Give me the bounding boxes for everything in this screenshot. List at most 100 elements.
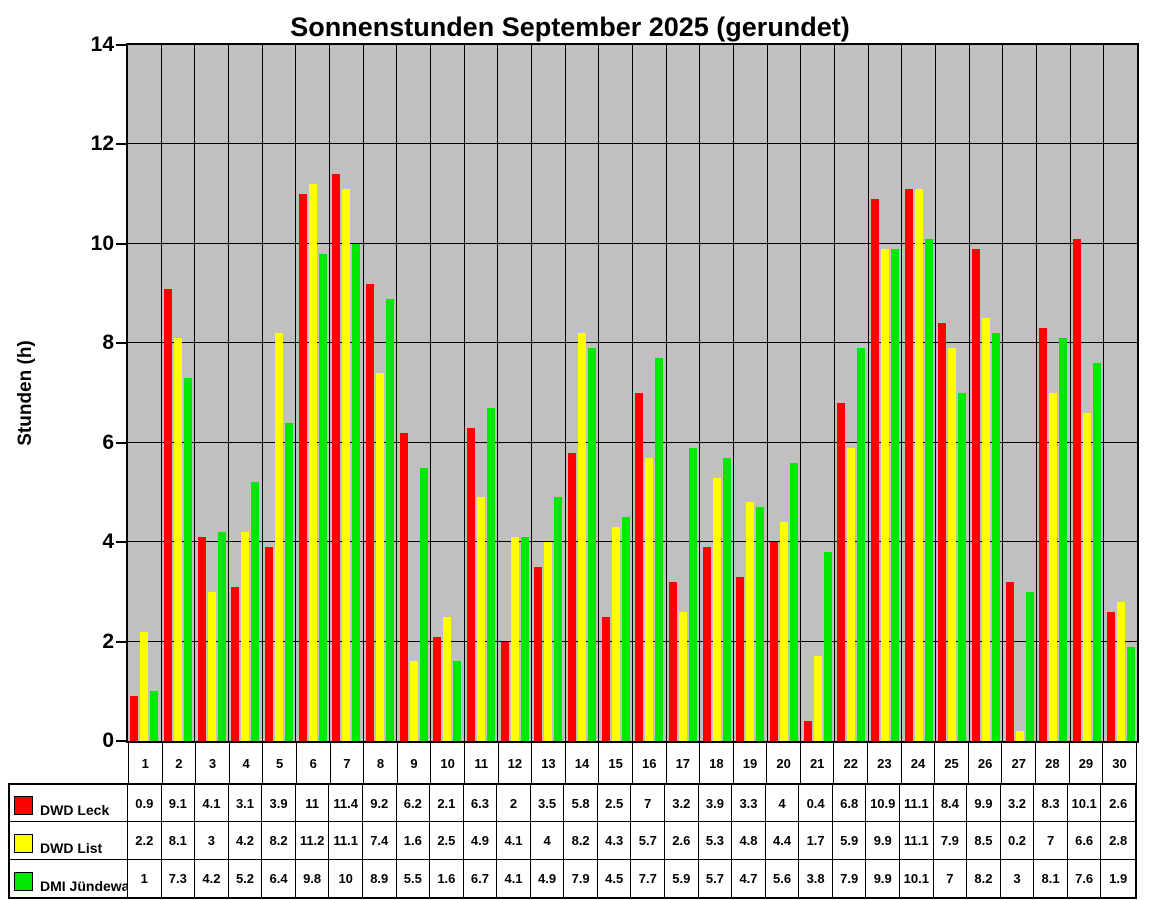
- category-column: [1071, 45, 1105, 741]
- value-cell: 4.1: [497, 859, 531, 897]
- bar: [601, 617, 610, 741]
- bar: [588, 348, 597, 741]
- value-cell: 0.2: [1000, 822, 1035, 860]
- bar: [857, 348, 866, 741]
- value-cell: 1.6: [396, 822, 431, 860]
- y-axis-tick: [116, 242, 126, 245]
- bar: [958, 393, 967, 741]
- x-axis-category-label: 18: [700, 743, 734, 783]
- value-cell: 7.4: [362, 822, 397, 860]
- x-axis-category-label: 30: [1103, 743, 1137, 783]
- value-cell: 6.4: [262, 859, 296, 897]
- category-column: [330, 45, 364, 741]
- bar: [645, 458, 654, 741]
- value-cell: 4.9: [531, 859, 565, 897]
- bar: [770, 542, 779, 741]
- bar: [534, 567, 543, 741]
- bar: [453, 661, 462, 741]
- value-cell: 7: [1034, 822, 1068, 860]
- value-cell: 4.4: [765, 822, 800, 860]
- value-cell: 1.9: [1109, 870, 1128, 886]
- bar: [510, 537, 519, 741]
- bar: [972, 249, 981, 741]
- value-cell: 11.1: [900, 822, 934, 860]
- bar: [702, 547, 711, 741]
- value-cell: 1: [128, 859, 162, 897]
- value-cell: 9.1: [161, 785, 196, 823]
- value-cell: 3: [195, 822, 229, 860]
- bar: [1049, 393, 1058, 741]
- bar: [241, 532, 250, 741]
- value-cell: 11.4: [329, 785, 363, 823]
- bar: [298, 194, 307, 741]
- value-cell: 3: [1001, 859, 1035, 897]
- x-axis-category-label: 20: [767, 743, 801, 783]
- value-cell: 5.3: [698, 822, 733, 860]
- value-cell: 3.2: [1000, 785, 1035, 823]
- y-axis-tick-label: 12: [90, 132, 114, 156]
- value-cell: 10: [329, 859, 363, 897]
- value-cell: 6.8: [832, 785, 867, 823]
- legend-series-name: DWD Leck: [40, 802, 110, 819]
- category-column: [566, 45, 600, 741]
- value-cell: 2.6: [665, 822, 699, 860]
- bar: [756, 507, 765, 741]
- bar: [924, 239, 933, 741]
- bar: [366, 284, 375, 741]
- value-cell: 4.5: [598, 859, 632, 897]
- value-cell: 2.5: [430, 822, 464, 860]
- bar: [722, 458, 731, 741]
- value-cell: 8.1: [1034, 859, 1068, 897]
- category-column: [397, 45, 432, 741]
- value-cell: 9.9: [967, 785, 1001, 823]
- bar: [948, 348, 957, 741]
- category-column: [162, 45, 196, 741]
- value-cell: 2.1: [430, 785, 464, 823]
- category-column: [465, 45, 499, 741]
- value-cell: 5.8: [564, 785, 598, 823]
- category-column: [1104, 45, 1137, 741]
- value-cell: 2.8: [1101, 822, 1135, 860]
- value-cell: 3.8: [799, 859, 833, 897]
- x-axis-category-label: 15: [599, 743, 633, 783]
- value-cell: 10.1: [900, 859, 934, 897]
- category-column: [667, 45, 701, 741]
- value-cell: 2.5: [597, 785, 632, 823]
- y-axis-tick: [116, 541, 126, 544]
- category-column: [633, 45, 667, 741]
- y-axis-tick: [116, 740, 126, 742]
- chart-title: Sonnenstunden September 2025 (gerundet): [290, 12, 850, 42]
- bar: [140, 632, 149, 741]
- y-axis-tick-label: 8: [102, 331, 114, 355]
- bar: [207, 592, 216, 741]
- bar: [467, 428, 476, 741]
- value-cell: 7.6: [1068, 859, 1102, 897]
- value-cell: 6.7: [464, 859, 498, 897]
- bar: [1073, 239, 1082, 741]
- bar: [285, 423, 294, 741]
- x-axis-category-label: 4: [230, 743, 264, 783]
- bar: [500, 642, 509, 741]
- bar: [871, 199, 880, 741]
- value-cell: 4: [765, 785, 800, 823]
- value-cell: 7: [631, 785, 666, 823]
- category-column: [195, 45, 230, 741]
- bar: [150, 691, 159, 741]
- value-cell: 2.6: [1101, 785, 1135, 823]
- bar: [568, 453, 577, 741]
- value-cell: 9.9: [866, 859, 901, 897]
- value-cell: 8.2: [967, 859, 1001, 897]
- bar: [332, 174, 341, 741]
- legend-data-table: DWD Leck 0.9 9.1 4.1 3.1 3.9 11 11.4 9.2 6.2 2.1 6.…: [8, 783, 1137, 899]
- value-cell: 8.2: [262, 822, 296, 860]
- category-column: [801, 45, 836, 741]
- category-column: [869, 45, 903, 741]
- x-axis-category-label: 5: [263, 743, 297, 783]
- value-cell: 8.3: [1034, 785, 1068, 823]
- value-cell: 8.5: [967, 822, 1001, 860]
- legend-cell: DWD List: [10, 822, 128, 860]
- value-cell: 4: [530, 822, 565, 860]
- bar: [275, 333, 284, 741]
- x-axis-category-label: 2: [163, 743, 197, 783]
- y-axis-tick: [116, 44, 126, 46]
